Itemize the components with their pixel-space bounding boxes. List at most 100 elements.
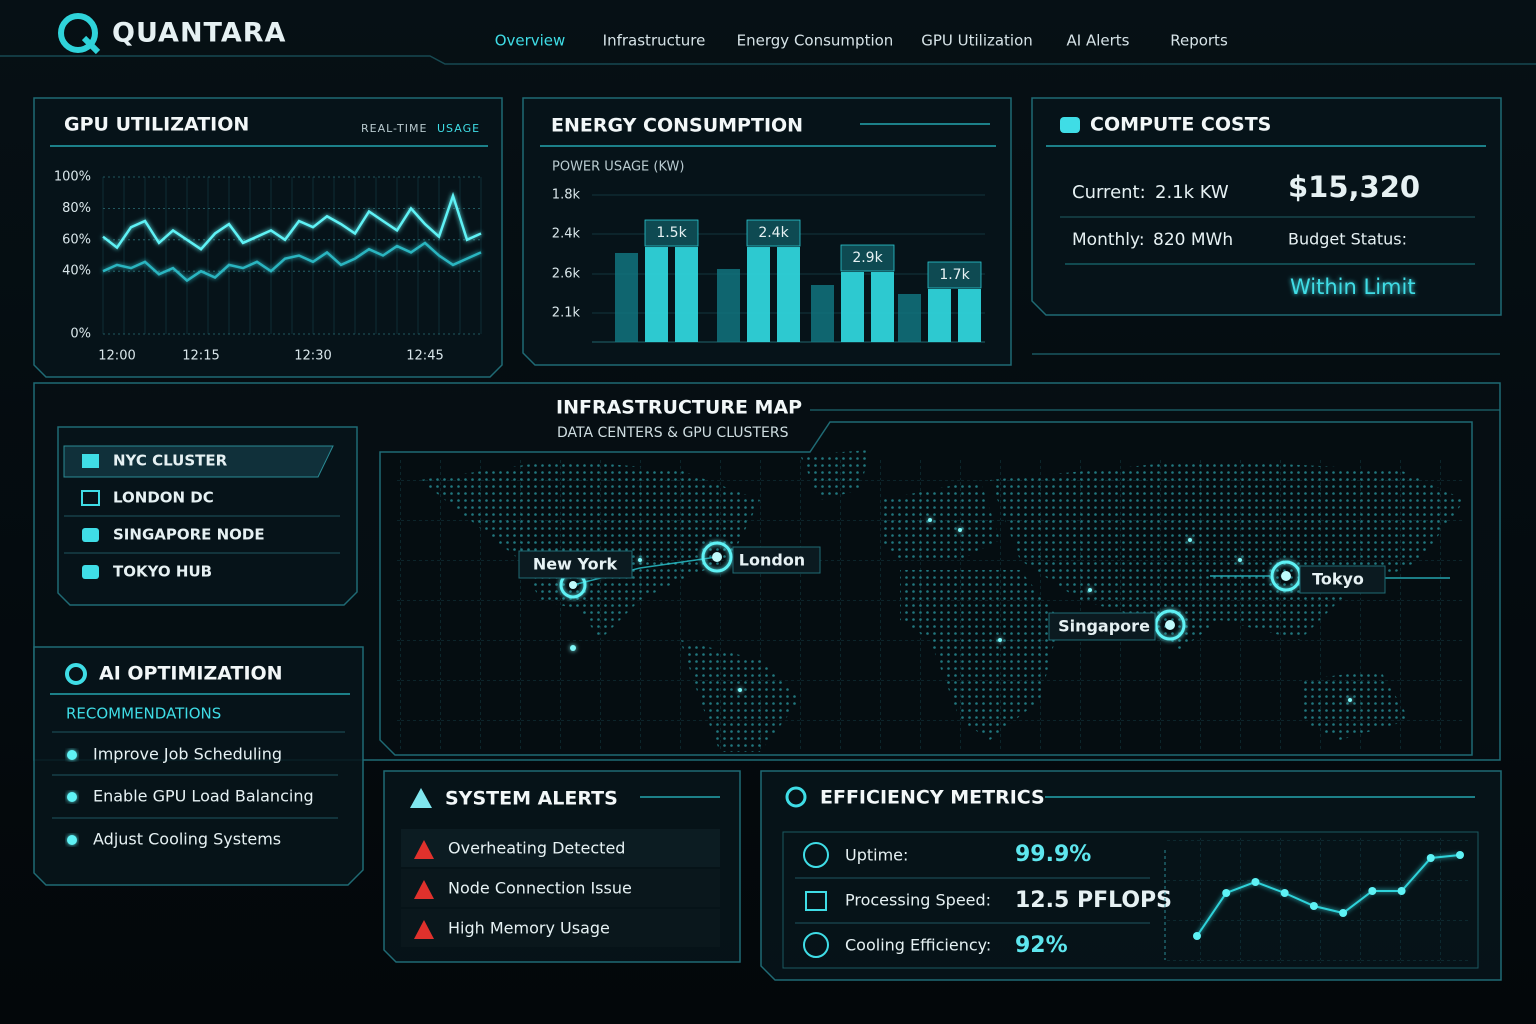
badge: REAL-TIME [361, 122, 427, 135]
nav-item[interactable]: GPU Utilization [921, 32, 1033, 50]
bar [898, 293, 921, 342]
marker-core [1165, 620, 1175, 630]
bar [615, 252, 638, 342]
recommendation: Enable GPU Load Balancing [93, 787, 314, 806]
label: Current: [1072, 182, 1146, 203]
cluster-item[interactable]: NYC CLUSTER [113, 452, 228, 470]
city-lights [570, 518, 1352, 702]
bar [777, 247, 800, 342]
label-box [1048, 612, 1156, 641]
bar [958, 288, 981, 342]
badge: USAGE [437, 122, 480, 135]
bar [841, 272, 864, 342]
bar [645, 247, 668, 342]
nav-item[interactable]: Reports [1170, 32, 1228, 50]
y-tick-label: 100% [54, 170, 91, 185]
panel-title: COMPUTE COSTS [1090, 114, 1271, 136]
icon [82, 528, 99, 542]
bar-label-box [927, 261, 982, 289]
location-label: London [739, 551, 805, 570]
y-label: 2.4k [552, 227, 581, 242]
bar [811, 284, 834, 342]
panel-title: AI OPTIMIZATION [99, 663, 283, 685]
y-tick-label: 40% [62, 264, 91, 279]
bar-label-box [644, 219, 699, 247]
bullet [67, 835, 77, 845]
link-line [572, 556, 718, 586]
africa [900, 570, 1060, 740]
metric-label: Processing Speed: [845, 891, 991, 910]
recommendation: Improve Job Scheduling [93, 745, 282, 764]
cluster-item[interactable]: TOKYO HUB [113, 563, 212, 581]
marker-core [712, 552, 722, 562]
europe [880, 480, 1000, 560]
icon [785, 786, 807, 808]
gpu-panel [33, 97, 503, 378]
total-cost: $15,320 [1288, 170, 1420, 204]
nav-item[interactable]: Infrastructure [603, 32, 706, 50]
sparkline-point [1339, 909, 1348, 917]
sparkline-point [1222, 889, 1231, 897]
gpu-line [102, 191, 482, 251]
y-label: 2.1k [552, 306, 581, 321]
map-title: INFRASTRUCTURE MAP [556, 397, 802, 419]
bar-label: 2.4k [758, 225, 789, 241]
location-label: Singapore [1058, 617, 1150, 636]
logo [58, 13, 98, 53]
x-tick-label: 12:45 [406, 349, 443, 364]
label-box [732, 546, 821, 574]
greenland [800, 450, 870, 500]
compute-panel [1031, 97, 1502, 316]
panel-title: EFFICIENCY METRICS [820, 787, 1045, 809]
metric-label: Uptime: [845, 846, 908, 865]
nav-item[interactable]: AI Alerts [1067, 32, 1130, 50]
location-label: New York [533, 555, 618, 574]
cluster-item[interactable]: LONDON DC [113, 489, 214, 507]
brand: QUANTARA [112, 18, 286, 49]
icon [803, 932, 829, 958]
alert-item: High Memory Usage [448, 919, 610, 938]
y-tick-label: 0% [70, 327, 91, 342]
warning-icon [414, 880, 434, 899]
bar [871, 272, 894, 342]
nav-item[interactable]: Overview [495, 32, 566, 50]
marker[interactable] [701, 541, 733, 573]
sparkline-point [1397, 887, 1406, 895]
coins-icon [1060, 117, 1080, 133]
north-america [420, 460, 760, 640]
nav-item[interactable]: Energy Consumption [737, 32, 894, 50]
sparkline-grid [1165, 838, 1470, 963]
selected-row [63, 445, 334, 478]
warning-icon [414, 920, 434, 939]
cluster-list: NYC CLUSTER LONDON DC SINGAPORE NODE TOK… [64, 452, 340, 581]
bar [747, 247, 770, 342]
marker[interactable] [1154, 609, 1186, 641]
location-label: Tokyo [1312, 570, 1364, 589]
australia [1300, 670, 1410, 740]
y-tick-label: 60% [62, 232, 91, 247]
sparkline-point [1309, 902, 1318, 910]
sparkline-point [1280, 889, 1289, 897]
sparkline-point [1456, 851, 1464, 859]
bar [928, 288, 951, 342]
label-box [518, 550, 633, 579]
alert-row [401, 829, 720, 867]
south-america [680, 640, 800, 752]
metric-value: 99.9% [1015, 842, 1091, 867]
panel-title: ENERGY CONSUMPTION [551, 115, 803, 137]
y-label: 2.6k [552, 267, 581, 282]
icon [805, 891, 827, 911]
header-line [0, 55, 1536, 65]
map-subtitle: DATA CENTERS & GPU CLUSTERS [557, 425, 789, 441]
subtitle: RECOMMENDATIONS [66, 705, 221, 723]
label: Monthly: [1072, 230, 1145, 250]
ai-panel [33, 646, 364, 886]
cluster-item[interactable]: SINGAPORE NODE [113, 526, 265, 544]
sparkline-point [1193, 932, 1201, 940]
metric-value: 92% [1015, 933, 1068, 958]
metric-list: Uptime: 99.9% Processing Speed: 12.5 PFL… [795, 842, 1172, 958]
bullet [67, 750, 77, 760]
bullet [67, 792, 77, 802]
panel-title: SYSTEM ALERTS [445, 788, 618, 810]
sparkline-point [1426, 854, 1435, 862]
